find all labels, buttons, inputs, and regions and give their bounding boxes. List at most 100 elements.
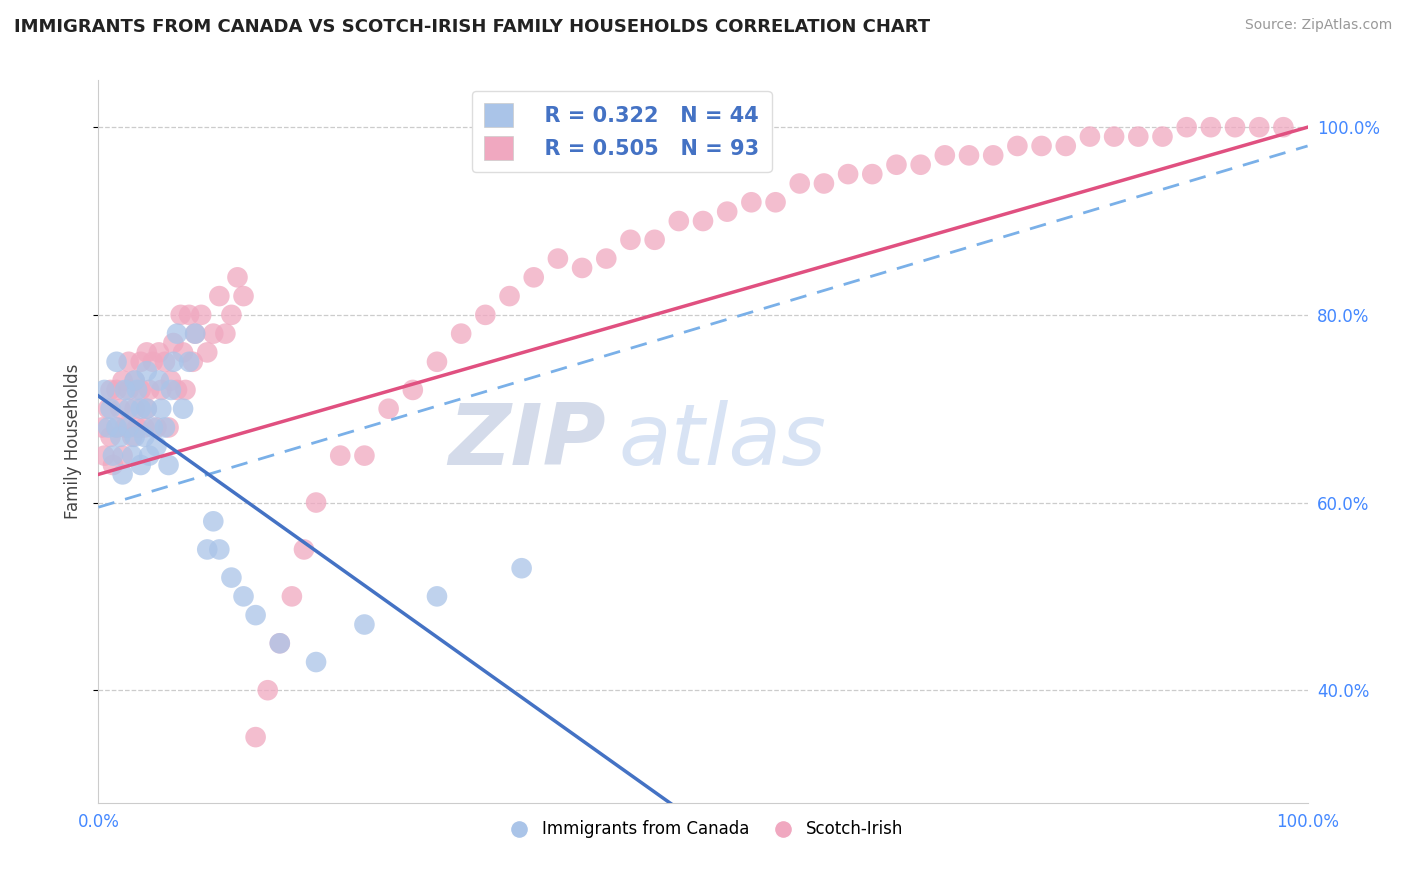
Point bbox=[160, 383, 183, 397]
Point bbox=[169, 308, 191, 322]
Point bbox=[97, 401, 120, 416]
Point bbox=[208, 289, 231, 303]
Point bbox=[402, 383, 425, 397]
Point bbox=[934, 148, 956, 162]
Point bbox=[150, 383, 173, 397]
Point bbox=[450, 326, 472, 341]
Point bbox=[135, 364, 157, 378]
Point bbox=[145, 439, 167, 453]
Point bbox=[353, 617, 375, 632]
Point bbox=[232, 289, 254, 303]
Point bbox=[910, 158, 932, 172]
Point bbox=[740, 195, 762, 210]
Point bbox=[619, 233, 641, 247]
Text: ZIP: ZIP bbox=[449, 400, 606, 483]
Y-axis label: Family Households: Family Households bbox=[65, 364, 83, 519]
Point bbox=[292, 542, 315, 557]
Point bbox=[765, 195, 787, 210]
Point bbox=[1272, 120, 1295, 135]
Point bbox=[184, 326, 207, 341]
Point bbox=[100, 383, 122, 397]
Point bbox=[160, 374, 183, 388]
Point bbox=[129, 401, 152, 416]
Point bbox=[124, 374, 146, 388]
Point bbox=[837, 167, 859, 181]
Point bbox=[184, 326, 207, 341]
Point bbox=[957, 148, 980, 162]
Point bbox=[305, 495, 328, 509]
Point bbox=[523, 270, 546, 285]
Point bbox=[305, 655, 328, 669]
Point bbox=[105, 355, 128, 369]
Point bbox=[105, 420, 128, 434]
Point bbox=[162, 336, 184, 351]
Point bbox=[118, 420, 141, 434]
Point bbox=[644, 233, 666, 247]
Point bbox=[121, 430, 143, 444]
Point bbox=[174, 383, 197, 397]
Point bbox=[208, 542, 231, 557]
Point bbox=[716, 204, 738, 219]
Point bbox=[166, 326, 188, 341]
Point bbox=[202, 514, 225, 528]
Point bbox=[1054, 139, 1077, 153]
Point bbox=[93, 383, 115, 397]
Point bbox=[124, 374, 146, 388]
Text: IMMIGRANTS FROM CANADA VS SCOTCH-IRISH FAMILY HOUSEHOLDS CORRELATION CHART: IMMIGRANTS FROM CANADA VS SCOTCH-IRISH F… bbox=[14, 18, 931, 36]
Point bbox=[162, 355, 184, 369]
Point bbox=[118, 383, 141, 397]
Point bbox=[135, 401, 157, 416]
Point bbox=[134, 420, 156, 434]
Point bbox=[221, 571, 243, 585]
Point bbox=[547, 252, 569, 266]
Point bbox=[111, 449, 134, 463]
Point bbox=[377, 401, 399, 416]
Point bbox=[101, 458, 124, 472]
Point bbox=[1249, 120, 1271, 135]
Point bbox=[256, 683, 278, 698]
Point bbox=[105, 383, 128, 397]
Point bbox=[166, 383, 188, 397]
Point bbox=[281, 590, 304, 604]
Point bbox=[668, 214, 690, 228]
Point bbox=[108, 430, 131, 444]
Point bbox=[129, 458, 152, 472]
Point bbox=[142, 355, 165, 369]
Point bbox=[111, 374, 134, 388]
Point bbox=[510, 561, 533, 575]
Point bbox=[114, 420, 136, 434]
Point bbox=[172, 401, 194, 416]
Point bbox=[195, 345, 218, 359]
Point bbox=[134, 430, 156, 444]
Point bbox=[214, 326, 236, 341]
Point bbox=[474, 308, 496, 322]
Point bbox=[571, 260, 593, 275]
Point bbox=[118, 401, 141, 416]
Point bbox=[108, 401, 131, 416]
Point bbox=[105, 420, 128, 434]
Point bbox=[981, 148, 1004, 162]
Point bbox=[179, 355, 201, 369]
Point bbox=[813, 177, 835, 191]
Point bbox=[148, 345, 170, 359]
Point bbox=[789, 177, 811, 191]
Point bbox=[111, 467, 134, 482]
Point bbox=[1223, 120, 1246, 135]
Point bbox=[1128, 129, 1150, 144]
Point bbox=[91, 420, 114, 434]
Point bbox=[195, 542, 218, 557]
Point bbox=[172, 345, 194, 359]
Point bbox=[232, 590, 254, 604]
Point bbox=[181, 355, 204, 369]
Point bbox=[153, 355, 176, 369]
Point bbox=[145, 420, 167, 434]
Point bbox=[860, 167, 883, 181]
Point bbox=[353, 449, 375, 463]
Point bbox=[1175, 120, 1198, 135]
Text: atlas: atlas bbox=[619, 400, 827, 483]
Point bbox=[153, 420, 176, 434]
Point bbox=[124, 401, 146, 416]
Point bbox=[179, 308, 201, 322]
Point bbox=[127, 420, 149, 434]
Point bbox=[93, 449, 115, 463]
